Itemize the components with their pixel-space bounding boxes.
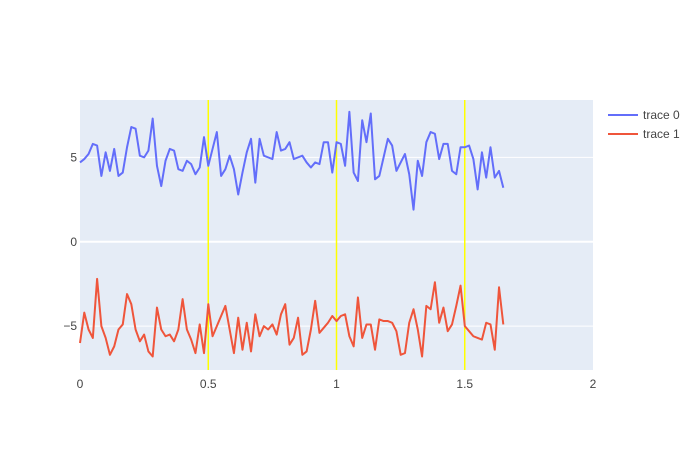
y-tick-label: 5	[70, 150, 77, 164]
legend-item-trace-0[interactable]: trace 0	[608, 108, 680, 122]
legend-item-trace-1[interactable]: trace 1	[608, 127, 680, 141]
x-tick-label: 2	[590, 377, 597, 391]
x-axis-ticks: 0 0.5 1 1.5 2	[77, 377, 597, 391]
legend-label: trace 0	[643, 108, 680, 122]
y-tick-label: 0	[70, 235, 77, 249]
y-axis-ticks: −5 0 5	[63, 150, 77, 333]
series-line-trace-1[interactable]	[79, 277, 505, 358]
series-layer	[79, 110, 505, 358]
x-tick-label: 0.5	[200, 377, 217, 391]
series-line-trace-0[interactable]	[79, 110, 505, 211]
x-tick-label: 1.5	[456, 377, 473, 391]
legend[interactable]: trace 0 trace 1	[608, 108, 680, 141]
x-tick-label: 0	[77, 377, 84, 391]
x-tick-label: 1	[333, 377, 340, 391]
legend-label: trace 1	[643, 127, 680, 141]
y-tick-label: −5	[63, 319, 77, 333]
